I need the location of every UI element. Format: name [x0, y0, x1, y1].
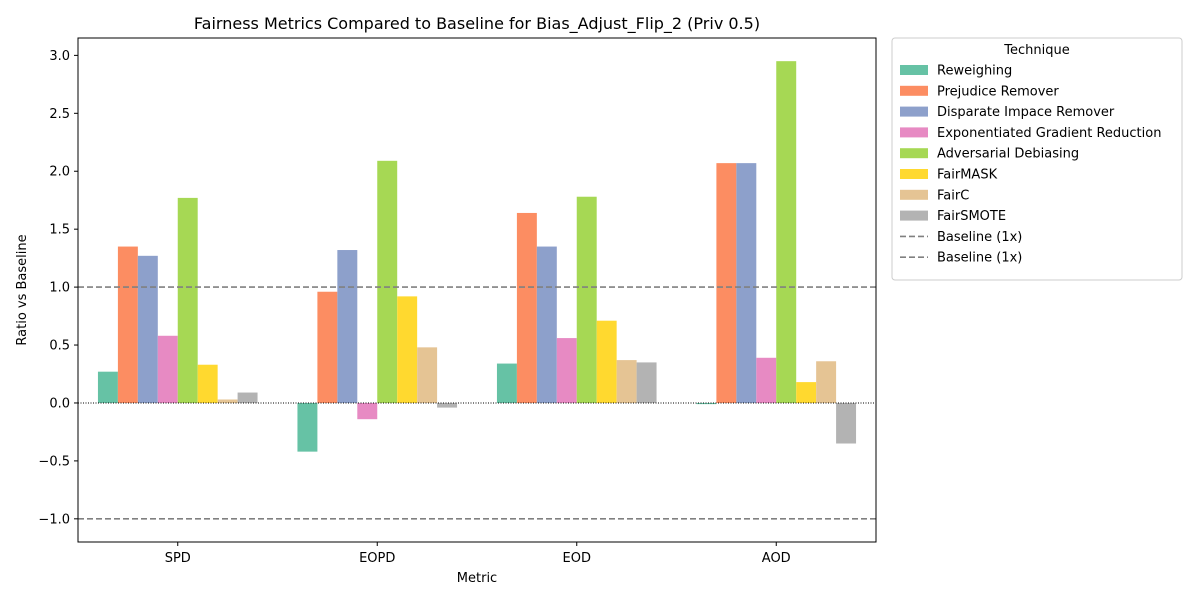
bars-layer — [97, 61, 857, 452]
bar — [337, 250, 358, 403]
legend-swatch — [900, 169, 928, 179]
bar — [756, 357, 777, 403]
bar — [177, 197, 198, 403]
legend-swatch — [900, 106, 928, 117]
legend-label: Prejudice Remover — [937, 84, 1059, 99]
legend-swatch — [900, 85, 928, 96]
y-tick-label: 3.0 — [49, 49, 70, 64]
legend-box — [891, 37, 1183, 281]
legend-items: Reweighing Prejudice Remover Disparate Imp… — [900, 64, 1161, 266]
bar — [796, 382, 817, 403]
x-tick-label: EOD — [563, 551, 591, 566]
y-axis: −1.0 −0.5 0.0 0.5 1.0 1.5 2.0 2.5 3.0 — [38, 49, 78, 527]
legend-title: Technique — [1003, 43, 1069, 58]
y-tick-label: 1.0 — [49, 281, 70, 296]
reference-lines-layer — [78, 286, 876, 520]
bar — [237, 392, 258, 403]
bar — [317, 291, 338, 403]
legend-swatch — [900, 189, 928, 200]
bar — [536, 246, 557, 403]
y-tick-label: −0.5 — [38, 454, 70, 469]
legend-label: Baseline (1x) — [937, 251, 1022, 266]
bar — [137, 255, 158, 403]
bar — [776, 61, 797, 403]
legend-label: Exponentiated Gradient Reduction — [937, 126, 1161, 141]
y-axis-label: Ratio vs Baseline — [15, 234, 30, 345]
legend: Technique Reweighing Prejudice Remover Dis… — [891, 37, 1183, 281]
bar — [576, 196, 597, 403]
x-axis: SPD EOPD EOD AOD — [165, 542, 791, 566]
legend-label: Baseline (1x) — [937, 230, 1022, 245]
x-tick-label: SPD — [165, 551, 191, 566]
bar — [217, 399, 238, 403]
bar — [437, 402, 458, 408]
bar — [397, 296, 418, 403]
bar — [736, 163, 757, 403]
bar — [636, 362, 657, 403]
bar — [117, 246, 138, 403]
y-tick-label: 2.5 — [49, 107, 70, 122]
legend-swatch — [900, 127, 928, 138]
bar — [516, 212, 537, 403]
x-tick-label: EOPD — [359, 551, 395, 566]
bar — [836, 402, 857, 444]
legend-label: FairC — [937, 188, 969, 203]
bar — [816, 361, 837, 403]
bar — [157, 335, 178, 403]
y-tick-label: 2.0 — [49, 165, 70, 180]
legend-label: Disparate Impace Remover — [937, 105, 1115, 120]
legend-label: FairSMOTE — [937, 209, 1006, 224]
x-axis-label: Metric — [457, 571, 497, 586]
bar — [197, 364, 218, 403]
bar — [696, 402, 717, 405]
legend-swatch — [900, 65, 928, 75]
bar — [616, 360, 637, 403]
bar — [97, 371, 118, 403]
bar — [377, 160, 398, 403]
y-tick-label: 0.5 — [49, 339, 70, 354]
chart-title: Fairness Metrics Compared to Baseline fo… — [194, 14, 760, 34]
bar — [556, 338, 577, 403]
bar — [297, 402, 318, 452]
legend-label: FairMASK — [937, 168, 998, 183]
bar — [417, 347, 438, 403]
y-tick-label: 0.0 — [49, 396, 70, 411]
y-tick-label: −1.0 — [38, 512, 70, 527]
bar — [596, 320, 617, 403]
bar — [357, 402, 378, 420]
bar — [496, 363, 517, 403]
legend-swatch — [900, 210, 928, 221]
legend-label: Adversarial Debiasing — [937, 147, 1079, 162]
legend-label: Reweighing — [937, 64, 1012, 79]
plot-frame — [77, 37, 877, 543]
legend-swatch — [900, 148, 928, 159]
y-tick-label: 1.5 — [49, 223, 70, 238]
x-tick-label: AOD — [762, 551, 791, 566]
bar — [716, 163, 737, 403]
